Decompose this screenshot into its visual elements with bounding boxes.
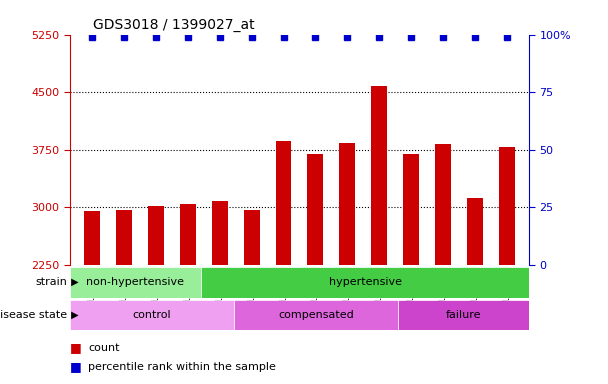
Text: strain: strain	[35, 277, 67, 287]
Text: ▶: ▶	[68, 310, 78, 320]
Text: GSM180068: GSM180068	[407, 268, 415, 323]
Bar	[398, 300, 529, 330]
Text: GSM180073: GSM180073	[470, 268, 479, 323]
Text: GSM180059: GSM180059	[279, 268, 288, 323]
Bar	[70, 300, 234, 330]
Text: disease state: disease state	[0, 310, 67, 320]
Text: compensated: compensated	[278, 310, 354, 320]
Text: GSM180065: GSM180065	[375, 268, 384, 323]
Text: GSM180062: GSM180062	[343, 268, 352, 322]
Text: failure: failure	[446, 310, 481, 320]
Bar	[180, 204, 196, 265]
Bar	[435, 144, 451, 265]
Bar	[371, 86, 387, 265]
Bar	[148, 206, 164, 265]
Bar	[308, 154, 323, 265]
Bar	[499, 147, 514, 265]
Text: control: control	[133, 310, 171, 320]
Text: count: count	[88, 343, 120, 353]
Bar	[70, 267, 201, 298]
Text: GSM180082: GSM180082	[120, 268, 129, 322]
Bar	[201, 267, 529, 298]
Bar	[116, 210, 132, 265]
Text: GSM180089: GSM180089	[184, 268, 192, 323]
Text: GSM180069: GSM180069	[438, 268, 447, 323]
Text: non-hypertensive: non-hypertensive	[86, 277, 184, 287]
Bar	[275, 141, 291, 265]
Text: GSM180061: GSM180061	[311, 268, 320, 323]
Text: hypertensive: hypertensive	[328, 277, 401, 287]
Text: GSM180057: GSM180057	[247, 268, 256, 323]
Text: ■: ■	[70, 341, 81, 354]
Text: GDS3018 / 1399027_at: GDS3018 / 1399027_at	[93, 18, 255, 32]
Text: ▶: ▶	[68, 277, 78, 287]
Bar	[244, 210, 260, 265]
Text: percentile rank within the sample: percentile rank within the sample	[88, 362, 276, 372]
Bar	[234, 300, 398, 330]
Text: ■: ■	[70, 360, 81, 373]
Bar	[467, 198, 483, 265]
Bar	[403, 154, 419, 265]
Bar	[212, 201, 228, 265]
Text: GSM180085: GSM180085	[151, 268, 161, 323]
Bar	[85, 211, 100, 265]
Text: GSM178755: GSM178755	[215, 268, 224, 323]
Text: GSM180079: GSM180079	[88, 268, 97, 323]
Bar	[339, 143, 355, 265]
Text: GSM180075: GSM180075	[502, 268, 511, 323]
